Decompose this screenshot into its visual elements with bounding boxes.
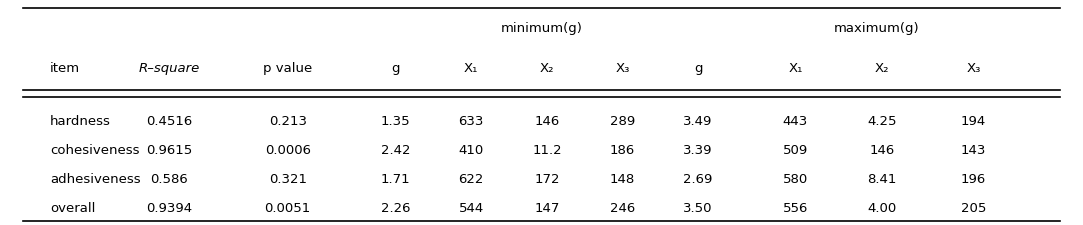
Text: 1.71: 1.71 [381,173,410,186]
Text: maximum(g): maximum(g) [834,22,919,35]
Text: 0.0006: 0.0006 [264,144,311,157]
Text: 3.39: 3.39 [683,144,713,157]
Text: 1.35: 1.35 [381,115,410,128]
Text: 0.213: 0.213 [269,115,306,128]
Text: 186: 186 [610,144,635,157]
Text: 4.25: 4.25 [867,115,897,128]
Text: 147: 147 [534,202,560,215]
Text: 443: 443 [783,115,808,128]
Text: item: item [50,62,80,74]
Text: overall: overall [50,202,95,215]
Text: X₂: X₂ [539,62,554,74]
Text: 2.69: 2.69 [683,173,713,186]
Text: 0.4516: 0.4516 [146,115,192,128]
Text: 146: 146 [534,115,560,128]
Text: 196: 196 [961,173,987,186]
Text: 556: 556 [783,202,808,215]
Text: X₃: X₃ [615,62,629,74]
Text: 0.586: 0.586 [149,173,187,186]
Text: 622: 622 [458,173,484,186]
Text: 2.42: 2.42 [381,144,410,157]
Text: 194: 194 [961,115,987,128]
Text: 410: 410 [459,144,484,157]
Text: X₁: X₁ [465,62,479,74]
Text: 0.9394: 0.9394 [146,202,192,215]
Text: X₂: X₂ [874,62,889,74]
Text: 11.2: 11.2 [532,144,562,157]
Text: 544: 544 [459,202,484,215]
Text: p value: p value [263,62,312,74]
Text: 246: 246 [610,202,635,215]
Text: 148: 148 [610,173,635,186]
Text: 0.321: 0.321 [269,173,306,186]
Text: g: g [694,62,703,74]
Text: 509: 509 [783,144,808,157]
Text: 8.41: 8.41 [867,173,897,186]
Text: R–square: R–square [139,62,199,74]
Text: 2.26: 2.26 [381,202,410,215]
Text: 143: 143 [961,144,987,157]
Text: X₃: X₃ [966,62,981,74]
Text: minimum(g): minimum(g) [500,22,583,35]
Text: g: g [391,62,400,74]
Text: X₁: X₁ [788,62,803,74]
Text: 580: 580 [783,173,808,186]
Text: 172: 172 [534,173,560,186]
Text: 146: 146 [870,144,895,157]
Text: 633: 633 [458,115,484,128]
Text: 3.49: 3.49 [683,115,713,128]
Text: 0.9615: 0.9615 [146,144,192,157]
Text: hardness: hardness [50,115,110,128]
Text: 4.00: 4.00 [867,202,897,215]
Text: cohesiveness: cohesiveness [50,144,140,157]
Text: adhesiveness: adhesiveness [50,173,141,186]
Text: 0.0051: 0.0051 [264,202,311,215]
Text: 205: 205 [961,202,987,215]
Text: 289: 289 [610,115,635,128]
Text: 3.50: 3.50 [683,202,713,215]
